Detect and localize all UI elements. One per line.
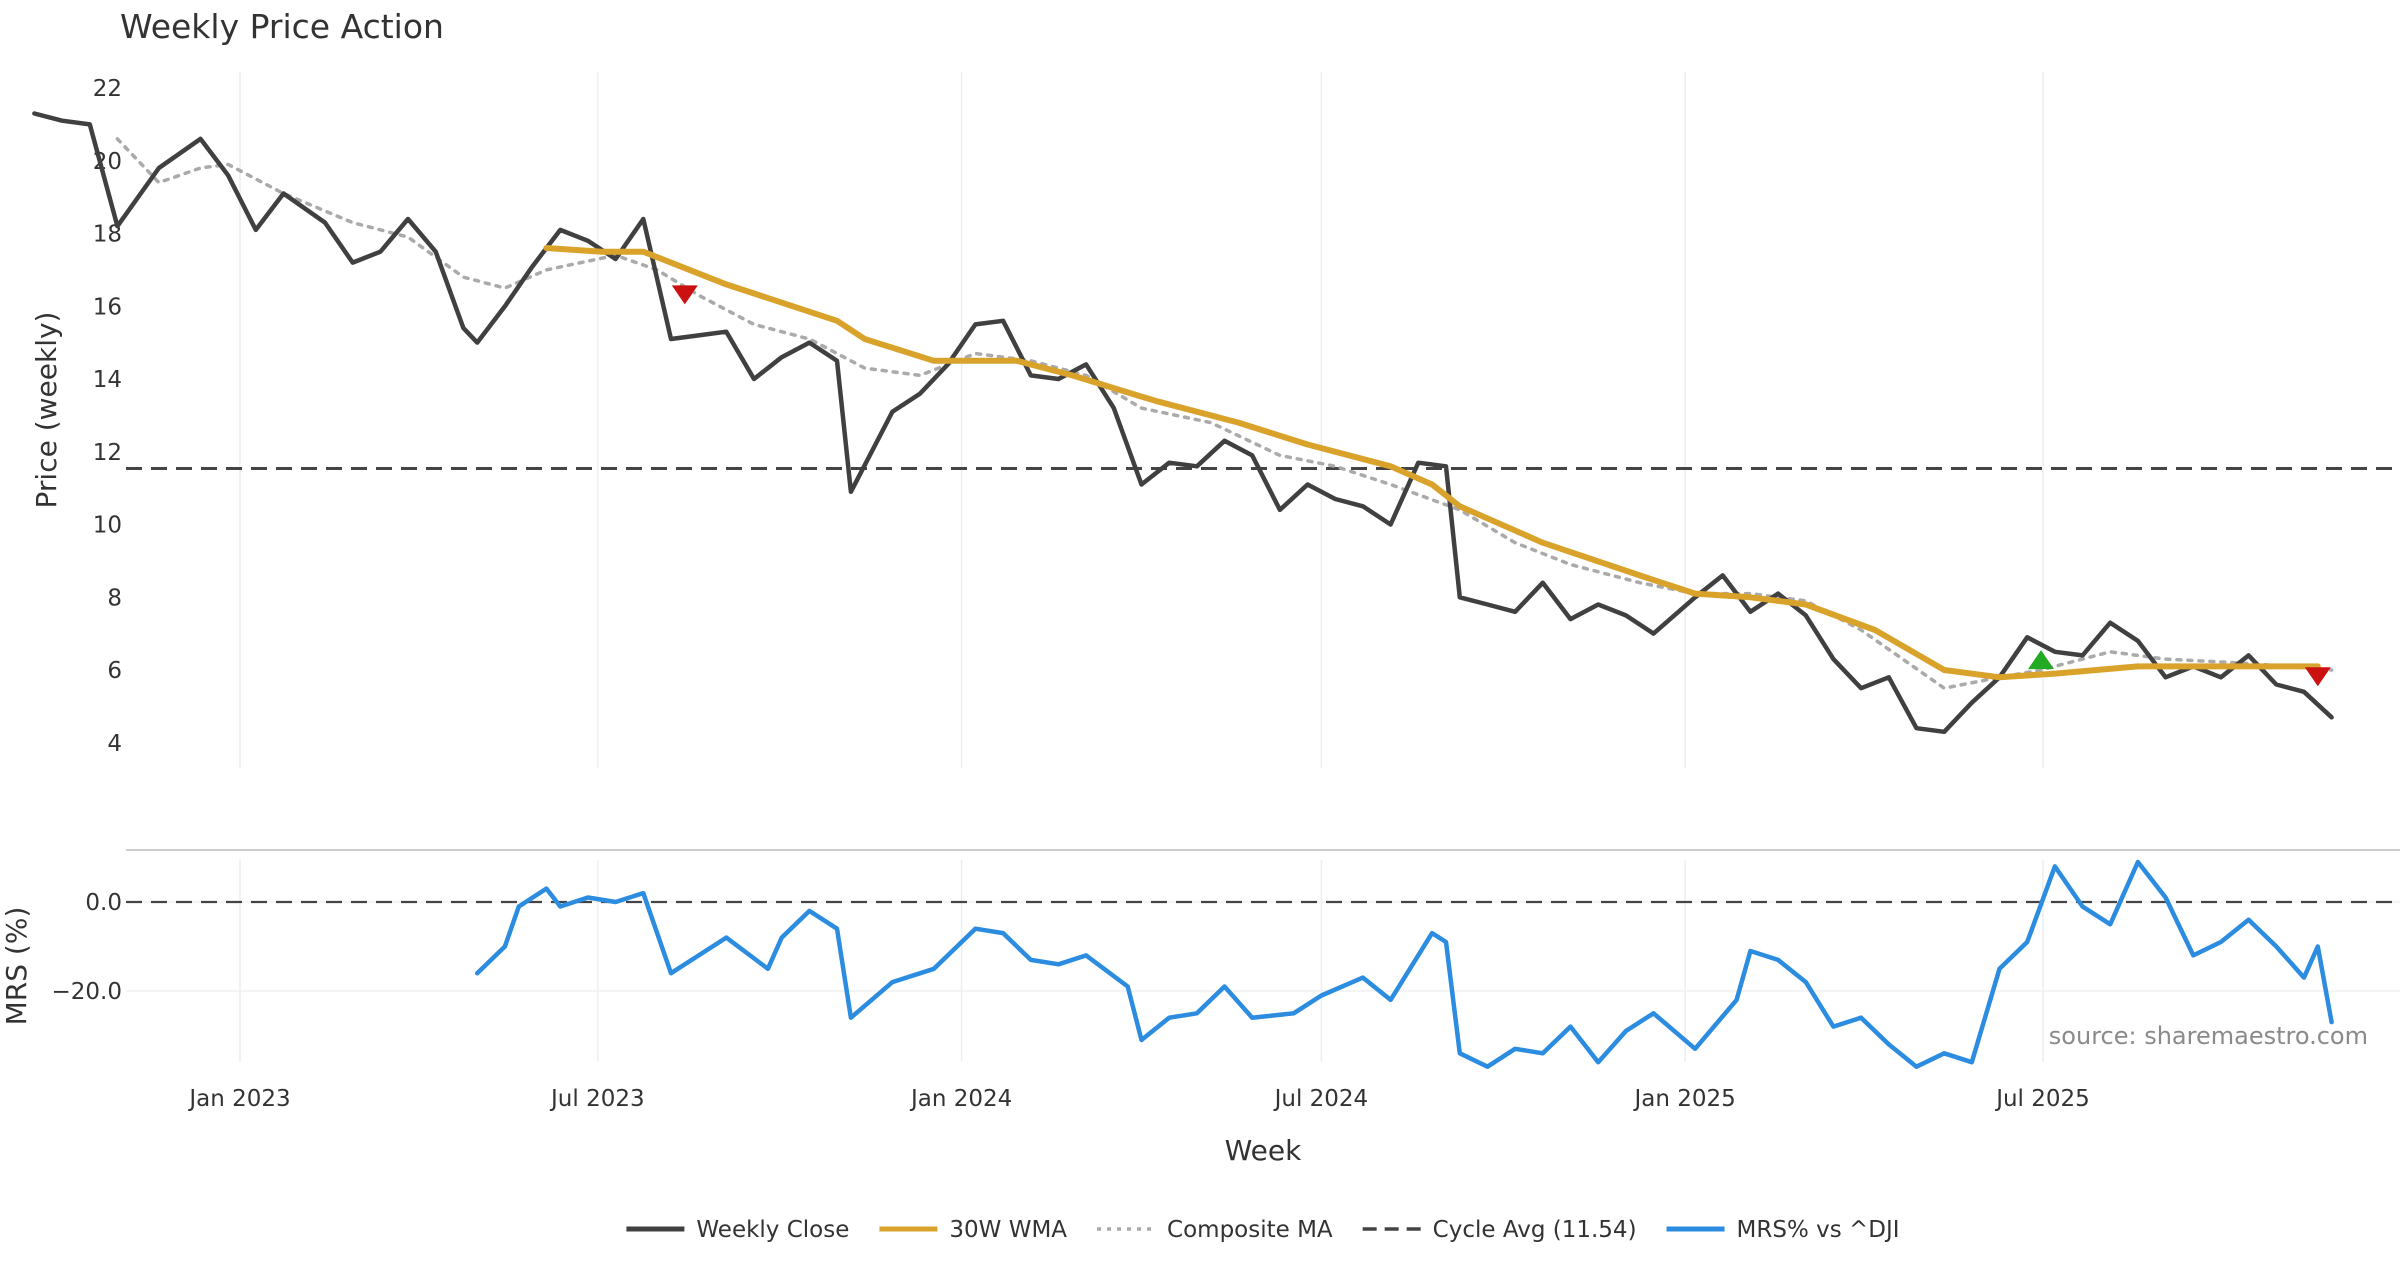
- legend-label: Weekly Close: [696, 1217, 849, 1243]
- price-series: [32, 111, 2334, 735]
- x-tick-label: Jan 2024: [909, 1086, 1012, 1112]
- price-axis-label: Price (weekly): [30, 312, 63, 509]
- x-tick-label: Jul 2025: [1994, 1086, 2090, 1112]
- price-y-tick-label: 4: [107, 731, 122, 757]
- x-axis: Jan 2023 Jul 2023 Jan 2024 Jul 2024 Jan 2025…: [187, 1086, 2089, 1112]
- mrs-series: [474, 859, 2334, 1069]
- x-tick-label: Jul 2024: [1273, 1086, 1369, 1112]
- legend: Weekly Close 30W WMA Composite MA Cycle Avg…: [626, 1217, 1900, 1243]
- legend-label: Cycle Avg (11.54): [1433, 1217, 1637, 1243]
- price-y-tick-label: 16: [93, 294, 122, 320]
- source-note: source: sharemaestro.com: [2049, 1022, 2368, 1050]
- mrs-y-tick-label: −20.0: [52, 979, 122, 1005]
- price-y-tick-label: 10: [93, 513, 122, 539]
- x-tick-label: Jul 2023: [549, 1086, 645, 1112]
- mrs-y-tick-label: 0.0: [85, 890, 122, 916]
- legend-label: MRS% vs ^DJI: [1737, 1217, 1900, 1243]
- price-y-tick-label: 8: [107, 585, 122, 611]
- sell-signal-marker: [671, 285, 698, 305]
- price-y-tick-label: 14: [93, 367, 122, 393]
- price-y-tick-label: 12: [93, 440, 122, 466]
- mrs-line: [474, 859, 2334, 1069]
- mrs-y-axis: 0.0 −20.0: [52, 890, 122, 1005]
- sell-signal-marker: [2304, 667, 2331, 687]
- composite-ma-line: [115, 137, 2334, 690]
- legend-label: Composite MA: [1167, 1217, 1333, 1243]
- x-axis-label: Week: [1225, 1134, 1302, 1167]
- signal-markers: [671, 285, 2331, 687]
- price-y-tick-label: 22: [93, 76, 122, 102]
- x-tick-label: Jan 2023: [187, 1086, 290, 1112]
- price-panel-grid: [239, 72, 2044, 768]
- reference-lines: [126, 466, 2400, 904]
- price-y-tick-label: 6: [107, 658, 122, 684]
- wma-30w-line: [543, 245, 2321, 681]
- chart-title: Weekly Price Action: [120, 7, 444, 46]
- x-tick-label: Jan 2025: [1633, 1086, 1736, 1112]
- legend-label: 30W WMA: [949, 1217, 1067, 1243]
- mrs-axis-label: MRS (%): [0, 907, 33, 1026]
- weekly-close-line: [32, 111, 2334, 735]
- buy-signal-marker: [2028, 650, 2055, 670]
